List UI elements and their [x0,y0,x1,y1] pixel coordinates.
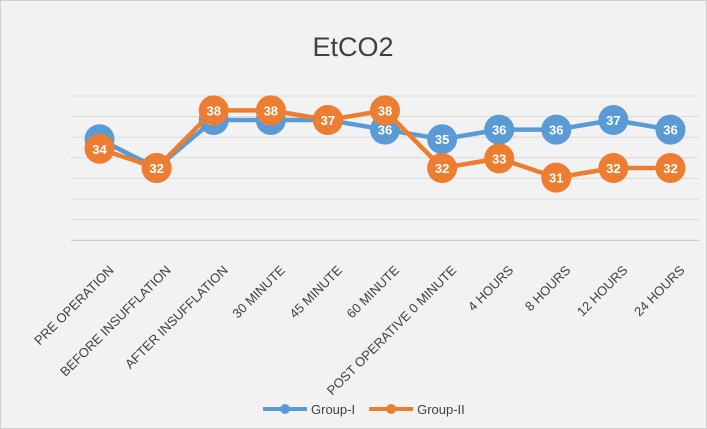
x-tick-label: AFTER INSUFFLATION [122,263,231,372]
data-label: 33 [492,151,506,166]
data-label: 37 [321,113,335,128]
series-group-ii: 34 32 38 38 37 38 32 33 31 32 32 [84,95,686,193]
x-tick-label: 4 HOURS [465,262,517,314]
data-point [312,105,343,135]
data-point [141,153,172,183]
data-point [484,114,515,145]
data-label: 31 [549,171,563,186]
data-point [541,114,572,145]
legend-item: Group-I [263,402,355,417]
x-tick-label: 45 MINUTE [286,262,345,321]
x-tick-label: 24 HOURS [631,262,688,319]
x-tick-label: BEFORE INSUFFLATION [57,263,174,380]
chart-title: EtCO2 [312,32,393,62]
data-label: 38 [206,103,220,118]
data-point [198,95,229,126]
data-point [484,143,515,174]
data-label: 36 [663,123,677,138]
legend-marker [386,404,397,414]
data-label: 37 [606,113,620,128]
x-tick-label: 8 HOURS [522,262,574,314]
data-label: 32 [663,161,677,176]
plot-series: 3532373737363536363736343238383738323331… [84,95,686,193]
x-tick-label: 12 HOURS [574,262,631,319]
data-label: 32 [435,161,449,176]
data-label: 32 [606,161,620,176]
data-label: 38 [378,103,392,118]
data-point [255,95,286,126]
data-point [427,124,458,155]
legend-label: Group-I [311,402,355,417]
x-tick-label: 60 MINUTE [343,262,402,321]
data-point [541,162,572,193]
legend-label: Group-II [417,402,465,417]
data-label: 36 [549,123,563,138]
data-point [370,95,400,126]
legend-marker [280,404,290,414]
data-point [84,133,115,164]
data-label: 38 [264,103,278,118]
x-tick-label: 30 MINUTE [229,262,288,321]
data-label: 34 [92,142,107,157]
data-point [655,153,686,183]
data-label: 36 [492,123,506,138]
data-point [655,114,686,145]
legend: Group-I Group-II [263,402,465,417]
data-label: 36 [378,123,392,138]
legend-item: Group-II [369,402,465,417]
data-label: 35 [435,132,449,147]
data-point [598,105,629,135]
data-point [598,153,629,183]
data-point [427,153,458,183]
data-label: 32 [149,161,163,176]
